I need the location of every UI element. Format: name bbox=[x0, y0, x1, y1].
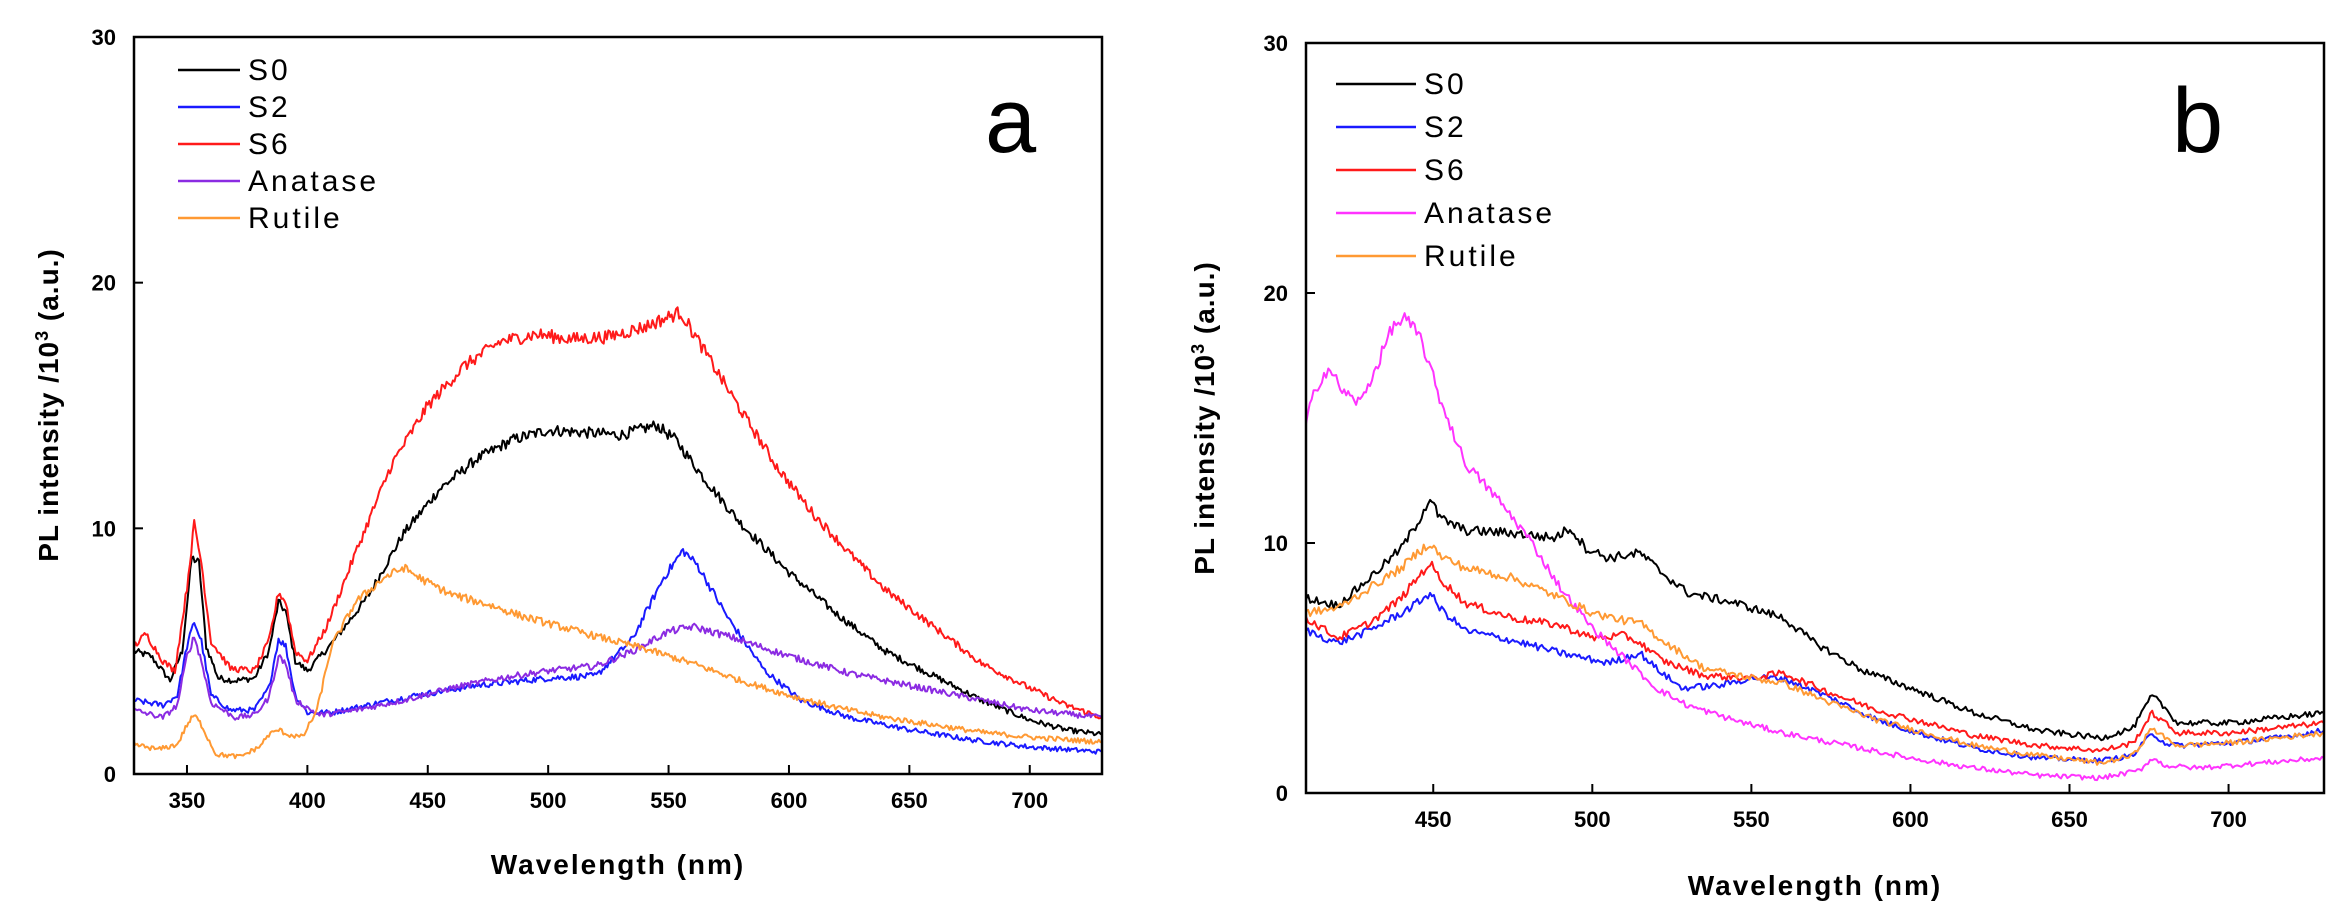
panel-b-letter: b bbox=[2172, 70, 2223, 172]
panel-b-series-group bbox=[1306, 312, 2324, 782]
panel-b-y-tick-label: 30 bbox=[1264, 31, 1288, 56]
panel-b-x-axis-title: Wavelength (nm) bbox=[1688, 870, 1943, 901]
panel-a-series-group bbox=[134, 306, 1102, 760]
panel-b-legend: S0 S2 S6 Anatase Rutile bbox=[1336, 68, 1555, 273]
panel-b-legend-label-s6: S6 bbox=[1424, 154, 1467, 187]
panel-b-series-s2 bbox=[1306, 591, 2324, 764]
panel-a-legend-label-rutile: Rutile bbox=[248, 202, 343, 235]
panel-a-y-axis-title-sup: 3 bbox=[32, 330, 52, 341]
panel-b-x-tick-label: 500 bbox=[1574, 807, 1611, 832]
panel-b-x-tick-label: 600 bbox=[1892, 807, 1929, 832]
panel-b-legend-label-s0: S0 bbox=[1424, 68, 1467, 101]
panel-a-x-tick-label: 550 bbox=[650, 788, 687, 813]
panel-a-x-tick-label: 700 bbox=[1011, 788, 1048, 813]
panel-b-series-anatase bbox=[1306, 312, 2324, 782]
panel-a-y-tick-label: 0 bbox=[104, 762, 116, 787]
panel-a-x-tick-label: 600 bbox=[771, 788, 808, 813]
panel-b-plot-frame bbox=[1304, 41, 2326, 795]
panel-a-letter: a bbox=[985, 70, 1037, 172]
panel-a-legend-label-s0: S0 bbox=[248, 54, 291, 87]
panel-b-y-axis-title: PL intensity /103 (a.u.) bbox=[1188, 261, 1220, 575]
panel-a-y-tick-label: 10 bbox=[92, 516, 116, 541]
panel-a-y-axis-title-main: PL intensity /10 bbox=[33, 341, 64, 562]
panel-a-x-axis-title: Wavelength (nm) bbox=[491, 849, 746, 880]
panel-a-series-s6 bbox=[134, 306, 1102, 720]
panel-a-y-tick-label: 20 bbox=[92, 271, 116, 296]
panel-b-chart: 450 500 550 600 650 700 0 10 20 30 S0 S2 S6 Anatase R… bbox=[1188, 31, 2326, 901]
panel-a-series-anatase bbox=[134, 622, 1102, 721]
panel-a-x-tick-label: 450 bbox=[409, 788, 446, 813]
panel-b-y-axis-title-main: PL intensity /10 bbox=[1189, 354, 1220, 575]
panel-b-series-rutile bbox=[1306, 543, 2324, 766]
panel-b-ticks: 450 500 550 600 650 700 0 10 20 30 bbox=[1264, 31, 2247, 832]
panel-b-y-tick-label: 10 bbox=[1264, 531, 1288, 556]
panel-a-y-axis-title-unit: (a.u.) bbox=[33, 248, 64, 330]
panel-a-legend-label-s2: S2 bbox=[248, 91, 291, 124]
panel-a-series-rutile bbox=[134, 563, 1102, 760]
panel-a-legend: S0 S2 S6 Anatase Rutile bbox=[178, 54, 379, 235]
panel-a-ticks: 350 400 450 500 550 600 650 700 0 10 20 30 bbox=[92, 25, 1049, 813]
panel-b-legend-label-anatase: Anatase bbox=[1424, 197, 1555, 230]
panel-b-x-tick-label: 650 bbox=[2051, 807, 2088, 832]
panel-a-plot-frame bbox=[132, 35, 1104, 776]
panel-b-legend-label-s2: S2 bbox=[1424, 111, 1467, 144]
panel-a-y-tick-label: 30 bbox=[92, 25, 116, 50]
panel-a-x-tick-label: 350 bbox=[169, 788, 206, 813]
panel-b-x-tick-label: 550 bbox=[1733, 807, 1770, 832]
panel-a-chart: 350 400 450 500 550 600 650 700 0 10 20 30 S0 S2 S6 An… bbox=[32, 25, 1104, 880]
panel-a-y-axis-title: PL intensity /103 (a.u.) bbox=[32, 248, 64, 562]
panel-a-legend-label-s6: S6 bbox=[248, 128, 291, 161]
panel-a-x-tick-label: 400 bbox=[289, 788, 326, 813]
panel-b-x-tick-label: 700 bbox=[2210, 807, 2247, 832]
panel-b-y-tick-label: 20 bbox=[1264, 281, 1288, 306]
panel-b-series-s6 bbox=[1306, 560, 2324, 753]
panel-b-legend-label-rutile: Rutile bbox=[1424, 240, 1519, 273]
panel-b-y-axis-title-unit: (a.u.) bbox=[1189, 261, 1220, 343]
panel-a-legend-label-anatase: Anatase bbox=[248, 165, 379, 198]
panel-b-x-tick-label: 450 bbox=[1415, 807, 1452, 832]
panel-a-x-tick-label: 500 bbox=[530, 788, 567, 813]
panel-a-x-tick-label: 650 bbox=[891, 788, 928, 813]
panel-b-series-s0 bbox=[1306, 498, 2324, 742]
panel-b-y-axis-title-sup: 3 bbox=[1188, 343, 1208, 354]
panel-a-series-s2 bbox=[134, 548, 1102, 755]
panel-a-series-s0 bbox=[134, 420, 1102, 737]
panel-b-y-tick-label: 0 bbox=[1276, 781, 1288, 806]
